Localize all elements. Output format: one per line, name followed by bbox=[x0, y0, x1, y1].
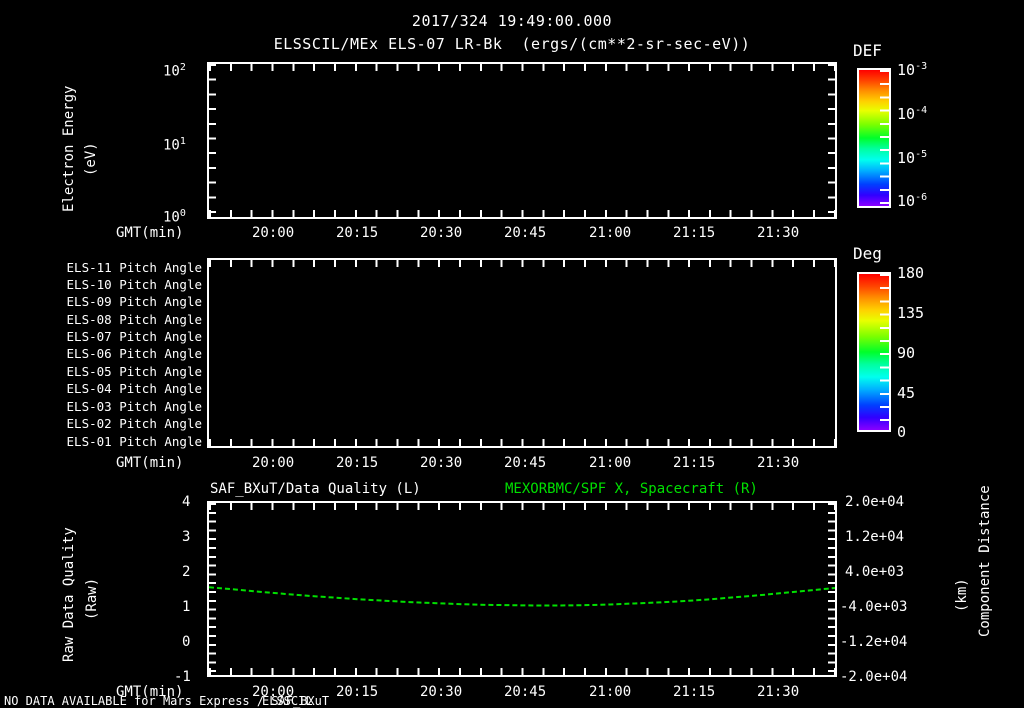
panel2-top-ticks bbox=[209, 260, 835, 267]
colorbar-def[interactable] bbox=[857, 68, 891, 208]
panel2-xtick-5: 21:15 bbox=[673, 455, 716, 471]
panel2-x-axis-label: GMT(min) bbox=[116, 455, 184, 471]
panel1-ytick-0: 100 bbox=[163, 208, 186, 226]
panel1-xtick-5: 21:15 bbox=[673, 225, 716, 241]
panel3-xtick-4: 21:00 bbox=[589, 684, 632, 700]
pitch-angle-row-label: ELS-06 Pitch Angle bbox=[66, 346, 202, 361]
pitch-angle-row-label: ELS-04 Pitch Angle bbox=[66, 381, 202, 396]
panel3-ytick-3: 3 bbox=[182, 529, 191, 545]
panel2-xtick-6: 21:30 bbox=[757, 455, 800, 471]
panel-pitch-angle-plot[interactable] bbox=[207, 258, 837, 448]
colorbar-deg-tick-1: 135 bbox=[897, 304, 925, 322]
colorbar-deg-title: Deg bbox=[853, 244, 882, 263]
panel3-ytick-right-4: -1.2e+04 bbox=[840, 634, 908, 650]
panel1-ytick-2: 102 bbox=[163, 62, 186, 80]
pitch-angle-row-label: ELS-11 Pitch Angle bbox=[66, 260, 202, 275]
panel3-ytick-right-2: 4.0e+03 bbox=[845, 564, 905, 580]
colorbar-def-title: DEF bbox=[853, 41, 882, 60]
panel1-ytick-1: 101 bbox=[163, 136, 186, 154]
panel1-xtick-4: 21:00 bbox=[589, 225, 632, 241]
panel3-ytick-0: 0 bbox=[182, 634, 191, 650]
panel1-y-axis-units-text: (eV) bbox=[83, 142, 99, 176]
panel1-y-axis-label-text: Electron Energy bbox=[61, 85, 77, 212]
panel-data-quality-plot[interactable] bbox=[207, 501, 837, 677]
panel3-xtick-1: 20:15 bbox=[336, 684, 379, 700]
colorbar-deg-ticks bbox=[880, 274, 889, 430]
colorbar-def-tick-0: 10-3 bbox=[897, 61, 928, 79]
panel1-xtick-2: 20:30 bbox=[420, 225, 463, 241]
pitch-angle-row-label: ELS-01 Pitch Angle bbox=[66, 434, 202, 449]
status-message: NO DATA AVAILABLE for Mars Express / SAF… bbox=[4, 694, 330, 708]
pitch-angle-row-label: ELS-07 Pitch Angle bbox=[66, 329, 202, 344]
colorbar-deg-tick-0: 180 bbox=[897, 264, 925, 282]
panel1-x-axis-label: GMT(min) bbox=[116, 225, 184, 241]
panel1-xtick-0: 20:00 bbox=[252, 225, 295, 241]
colorbar-def-tick-3: 10-6 bbox=[897, 192, 928, 210]
status-message-overlap: ELSSCIL bbox=[262, 694, 313, 708]
panel3-y-axis-right-units: (km) bbox=[954, 578, 970, 612]
panel3-xtick-2: 20:30 bbox=[420, 684, 463, 700]
panel3-ytick-right-5: -2.0e+04 bbox=[840, 669, 908, 685]
panel3-left-minor-ticks bbox=[209, 503, 216, 675]
panel1-right-minor-ticks bbox=[828, 64, 835, 217]
panel1-xtick-1: 20:15 bbox=[336, 225, 379, 241]
panel3-xtick-6: 21:30 bbox=[757, 684, 800, 700]
panel3-title-left: SAF_BXuT/Data Quality (L) bbox=[210, 481, 421, 497]
panel-electron-energy-plot[interactable] bbox=[207, 62, 837, 219]
panel3-ytick-2: 2 bbox=[182, 564, 191, 580]
colorbar-deg[interactable] bbox=[857, 272, 891, 432]
spacecraft-distance-trace bbox=[209, 586, 835, 607]
panel1-xtick-6: 21:30 bbox=[757, 225, 800, 241]
pitch-angle-row-label: ELS-08 Pitch Angle bbox=[66, 312, 202, 327]
panel2-xtick-3: 20:45 bbox=[504, 455, 547, 471]
panel3-right-minor-ticks bbox=[828, 503, 835, 675]
panel3-xtick-5: 21:15 bbox=[673, 684, 716, 700]
panel3-xtick-3: 20:45 bbox=[504, 684, 547, 700]
colorbar-deg-tick-2: 90 bbox=[897, 344, 916, 362]
panel2-xtick-2: 20:30 bbox=[420, 455, 463, 471]
panel2-xtick-4: 21:00 bbox=[589, 455, 632, 471]
panel3-bottom-ticks bbox=[209, 668, 835, 675]
panel3-y-axis-units: (Raw) bbox=[84, 577, 100, 620]
colorbar-def-tick-2: 10-5 bbox=[897, 149, 928, 167]
panel2-xtick-0: 20:00 bbox=[252, 455, 295, 471]
pitch-angle-row-label: ELS-10 Pitch Angle bbox=[66, 277, 202, 292]
panel3-y-axis-label: Raw Data Quality bbox=[61, 527, 77, 662]
panel3-x-axis-label: GMT(min) bbox=[116, 684, 184, 700]
panel1-y-axis-label: Electron Energy bbox=[61, 85, 77, 212]
pitch-angle-row-label: ELS-03 Pitch Angle bbox=[66, 399, 202, 414]
pitch-angle-row-label: ELS-05 Pitch Angle bbox=[66, 364, 202, 379]
panel1-left-minor-ticks bbox=[209, 64, 216, 217]
panel1-bottom-ticks bbox=[209, 210, 835, 217]
main-title: 2017/324 19:49:00.000 bbox=[411, 12, 613, 30]
colorbar-def-tick-1: 10-4 bbox=[897, 105, 928, 123]
panel2-xtick-1: 20:15 bbox=[336, 455, 379, 471]
panel3-ytick-1: 1 bbox=[182, 599, 191, 615]
panel2-bottom-ticks bbox=[209, 439, 835, 446]
colorbar-deg-tick-3: 45 bbox=[897, 384, 916, 402]
colorbar-deg-tick-4: 0 bbox=[897, 423, 907, 441]
panel3-ytick-right-3: -4.0e+03 bbox=[840, 599, 908, 615]
pitch-angle-row-label: ELS-09 Pitch Angle bbox=[66, 294, 202, 309]
panel1-y-axis-units: (eV) bbox=[83, 142, 99, 176]
panel3-title-right: MEXORBMC/SPF X, Spacecraft (R) bbox=[505, 481, 758, 497]
panel3-ytick-4: 4 bbox=[182, 494, 191, 510]
panel3-y-axis-right-label: Component Distance bbox=[977, 485, 993, 637]
panel1-xtick-3: 20:45 bbox=[504, 225, 547, 241]
panel1-top-ticks bbox=[209, 64, 835, 71]
panel3-ytick-right-0: 2.0e+04 bbox=[845, 494, 905, 510]
panel3-ytick-minus1: -1 bbox=[174, 669, 191, 685]
panel3-xtick-0: 20:00 bbox=[252, 684, 295, 700]
pitch-angle-row-label: ELS-02 Pitch Angle bbox=[66, 416, 202, 431]
panel3-ytick-right-1: 1.2e+04 bbox=[845, 529, 905, 545]
dataset-title: ELSSCIL/MEx ELS-07 LR-Bk (ergs/(cm**2-sr… bbox=[273, 35, 751, 53]
colorbar-def-ticks bbox=[880, 70, 889, 206]
panel3-top-ticks bbox=[209, 503, 835, 510]
